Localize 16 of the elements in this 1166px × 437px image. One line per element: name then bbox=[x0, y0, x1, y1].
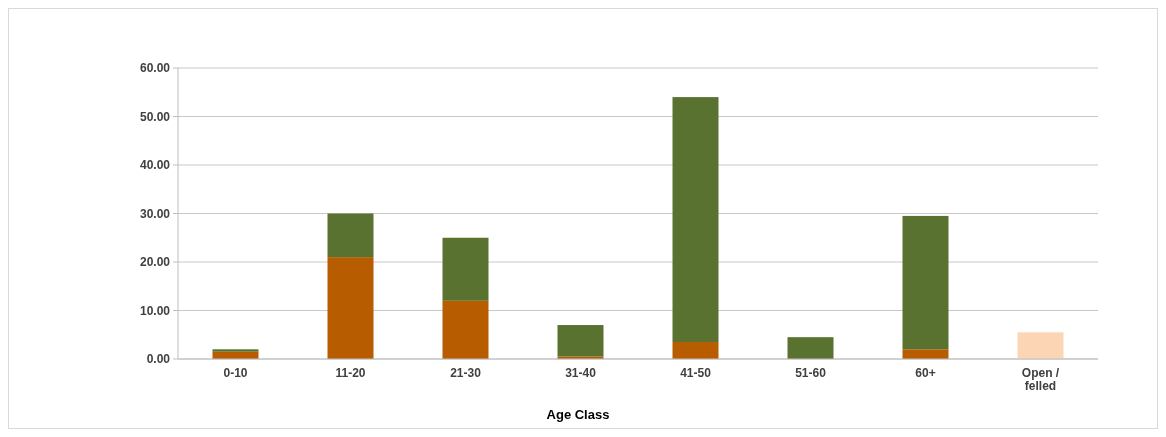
x-axis-title: Age Class bbox=[546, 407, 610, 422]
y-tick-label: 60.00 bbox=[139, 61, 171, 76]
y-tick-label: 40.00 bbox=[139, 158, 171, 173]
x-tick-label: 60+ bbox=[915, 366, 936, 380]
x-tick-label: 31-40 bbox=[565, 366, 597, 380]
y-tick-label: 20.00 bbox=[139, 255, 171, 270]
x-tick-label: 21-30 bbox=[450, 366, 482, 380]
x-tick-label: 41-50 bbox=[680, 366, 712, 380]
x-tick-label: 11-20 bbox=[335, 366, 366, 380]
y-tick-label: 50.00 bbox=[139, 109, 171, 124]
y-tick-label: 0.00 bbox=[146, 352, 171, 367]
x-tick-label: Open / felled bbox=[1021, 366, 1060, 393]
x-tick-label: 51-60 bbox=[795, 366, 827, 380]
x-tick-label: 0-10 bbox=[223, 366, 248, 380]
y-tick-label: 30.00 bbox=[139, 206, 171, 221]
y-tick-label: 10.00 bbox=[139, 303, 171, 318]
